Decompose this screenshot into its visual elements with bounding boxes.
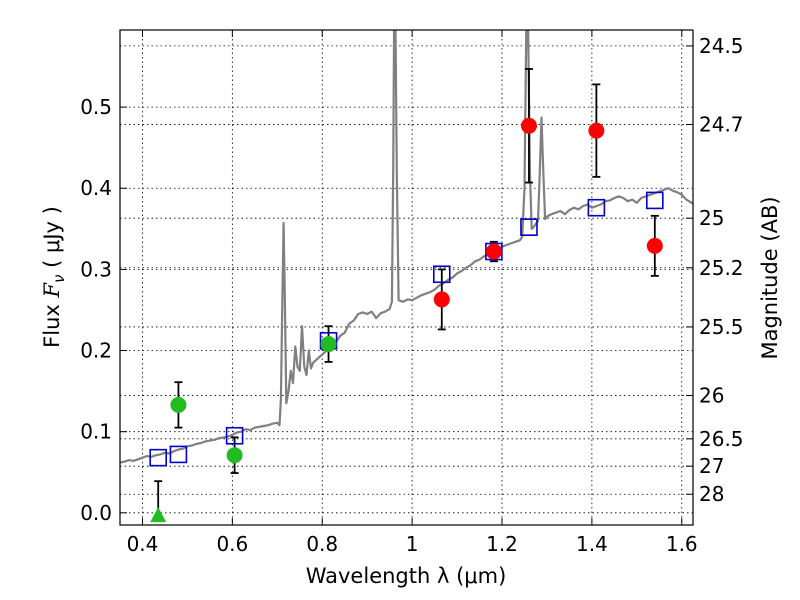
upper-limit-triangle (150, 507, 167, 523)
right-y-tick-label: 28 (699, 482, 724, 506)
y-tick-label: 0.5 (80, 95, 112, 119)
y-tick-label: 0.4 (80, 176, 112, 200)
plot-background (120, 30, 693, 525)
observed-point-red (485, 243, 502, 260)
axis-ticks (120, 30, 693, 525)
y-axis-title: Flux Fν ( μJy ) (40, 206, 68, 348)
template-spectrum-line (120, 30, 693, 464)
observed-point-green (226, 447, 243, 464)
model-photometry-box (169, 445, 188, 464)
y-tick-label: 0.0 (80, 501, 112, 525)
y-tick-label: 0.2 (80, 339, 112, 363)
right-y-tick-label: 24.5 (699, 34, 744, 58)
model-photometry-box (225, 426, 244, 445)
y-axis-title-prefix: Flux (40, 298, 64, 348)
y-tick-label: 0.3 (80, 257, 112, 281)
y-tick-label: 0.1 (80, 420, 112, 444)
x-tick-label: 1.6 (666, 532, 698, 556)
right-y-tick-label: 25 (699, 206, 724, 230)
model-photometry-box (587, 198, 606, 217)
observed-photometry-layer (150, 117, 663, 523)
template-spectrum-layer (120, 30, 693, 464)
plot-frame (119, 29, 694, 526)
y-axis-title-suffix: ( μJy ) (40, 206, 64, 274)
y-axis-title-subscript: ν (50, 275, 68, 283)
observed-point-red (646, 237, 663, 254)
right-y-tick-label: 26.5 (699, 427, 744, 451)
observed-point-red (588, 122, 605, 139)
right-y-tick-label: 25.2 (699, 256, 744, 280)
model-photometry-box (645, 191, 664, 210)
x-tick-label: 1 (406, 532, 419, 556)
x-tick-label: 0.8 (306, 532, 338, 556)
right-axis-title: Magnitude (AB) (758, 196, 782, 359)
model-photometry-box (432, 265, 451, 284)
model-photometry-box (520, 218, 538, 236)
y-axis-title-symbol: F (40, 282, 64, 299)
x-tick-label: 0.6 (216, 532, 248, 556)
right-y-tick-label: 27 (699, 454, 724, 478)
x-axis-title: Wavelength λ (μm) (306, 564, 507, 588)
x-tick-label: 1.2 (486, 532, 518, 556)
observed-point-red (433, 291, 450, 308)
observed-point-green (170, 396, 187, 413)
x-tick-label: 0.4 (127, 532, 159, 556)
right-y-tick-label: 26 (699, 384, 724, 408)
tick-labels: 0.4 0.6 0.8 1 1.2 1.4 1.6 0.0 0.1 0.2 0.3 0.4 0.5 24.… (80, 34, 743, 556)
right-y-tick-label: 25.5 (699, 315, 744, 339)
x-tick-label: 1.4 (576, 532, 608, 556)
model-photometry-box (149, 448, 167, 467)
right-y-tick-label: 24.7 (699, 112, 744, 136)
observed-point-red (520, 117, 537, 134)
observed-point-green (320, 336, 337, 353)
